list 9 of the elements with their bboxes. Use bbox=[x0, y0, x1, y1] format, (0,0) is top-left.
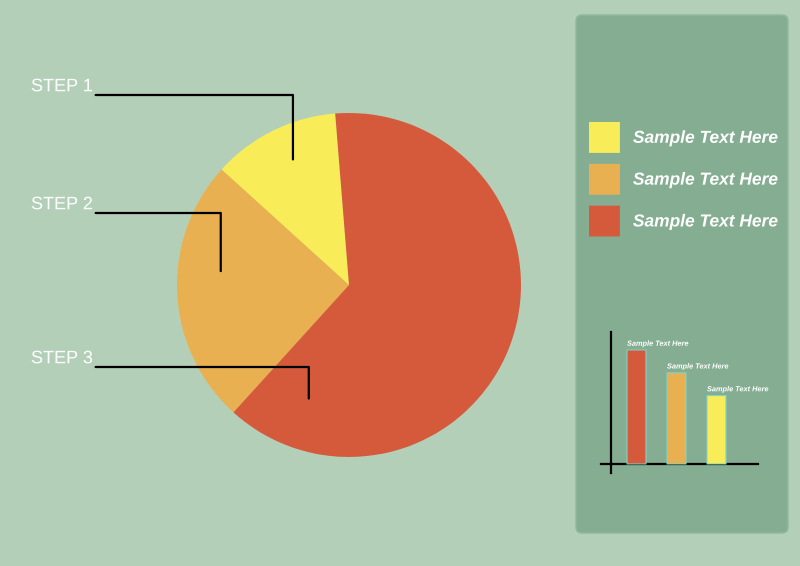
pie-slice bbox=[222, 114, 349, 285]
legend-label: Sample Text Here bbox=[633, 172, 778, 188]
text: STEP 1 bbox=[32, 78, 92, 92]
legend-label: Sample Text Here bbox=[633, 214, 778, 230]
pie-slice bbox=[233, 113, 521, 457]
text: STEP 2 bbox=[32, 196, 92, 210]
pie-slice bbox=[177, 169, 349, 412]
legend-label: Sample Text Here bbox=[633, 130, 778, 146]
text: STEP 3 bbox=[32, 350, 92, 364]
